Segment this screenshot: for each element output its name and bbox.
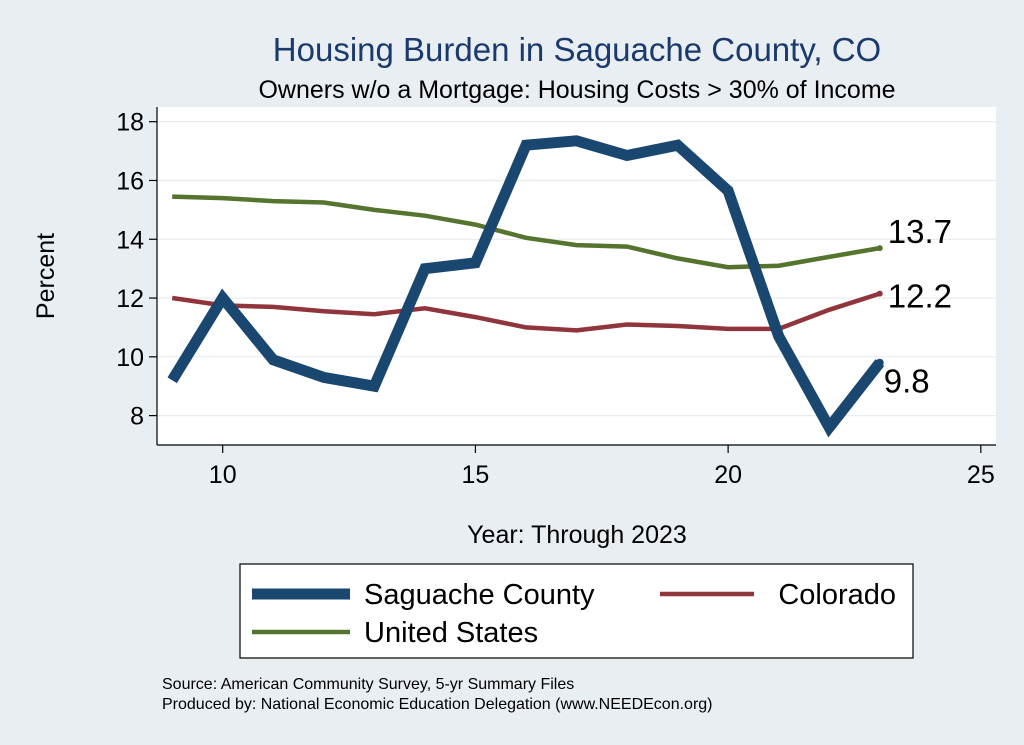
y-axis-title: Percent	[32, 233, 60, 319]
x-tick-label: 10	[209, 461, 237, 489]
series-end-point	[876, 245, 883, 252]
series-line-colorado	[171, 291, 881, 333]
legend-label-saguache-county: Saguache County	[364, 579, 595, 611]
legend-label-united-states: United States	[364, 617, 538, 649]
x-axis-title: Year: Through 2023	[467, 521, 687, 549]
legend-box	[239, 563, 914, 659]
series-lines	[167, 135, 885, 438]
grid-lines	[157, 121, 996, 417]
end-labels: 9.8 12.2 13.7	[884, 213, 952, 400]
end-label-saguache-county: 9.8	[884, 363, 930, 400]
end-label-united-states: 13.7	[888, 213, 952, 250]
series-line-saguache-county	[167, 135, 885, 438]
y-tick-label: 10	[116, 344, 144, 372]
y-tick-label: 14	[116, 226, 144, 254]
plot-area	[157, 107, 996, 445]
chart-subtitle: Owners w/o a Mortgage: Housing Costs > 3…	[258, 76, 895, 104]
x-tick-label: 20	[714, 461, 742, 489]
end-label-colorado: 12.2	[888, 278, 952, 315]
x-tick-label: 15	[462, 461, 490, 489]
axis-ticks: 8 10 12 14 16 18 10 15 20 25	[116, 109, 995, 489]
series-end-point	[875, 358, 884, 367]
y-tick-label: 12	[116, 285, 144, 313]
series-end-point	[876, 290, 883, 297]
footer-source: Source: American Community Survey, 5-yr …	[162, 676, 574, 693]
y-tick-label: 16	[116, 167, 144, 195]
y-tick-label: 8	[130, 403, 144, 431]
footer-produced-by: Produced by: National Economic Education…	[162, 696, 713, 713]
x-tick-label: 25	[967, 461, 995, 489]
legend-label-colorado: Colorado	[778, 579, 896, 611]
legend: Saguache County Colorado United States	[252, 579, 896, 649]
chart-title: Housing Burden in Saguache County, CO	[273, 31, 881, 68]
series-line-united-states	[172, 194, 881, 270]
y-tick-label: 18	[116, 109, 144, 137]
